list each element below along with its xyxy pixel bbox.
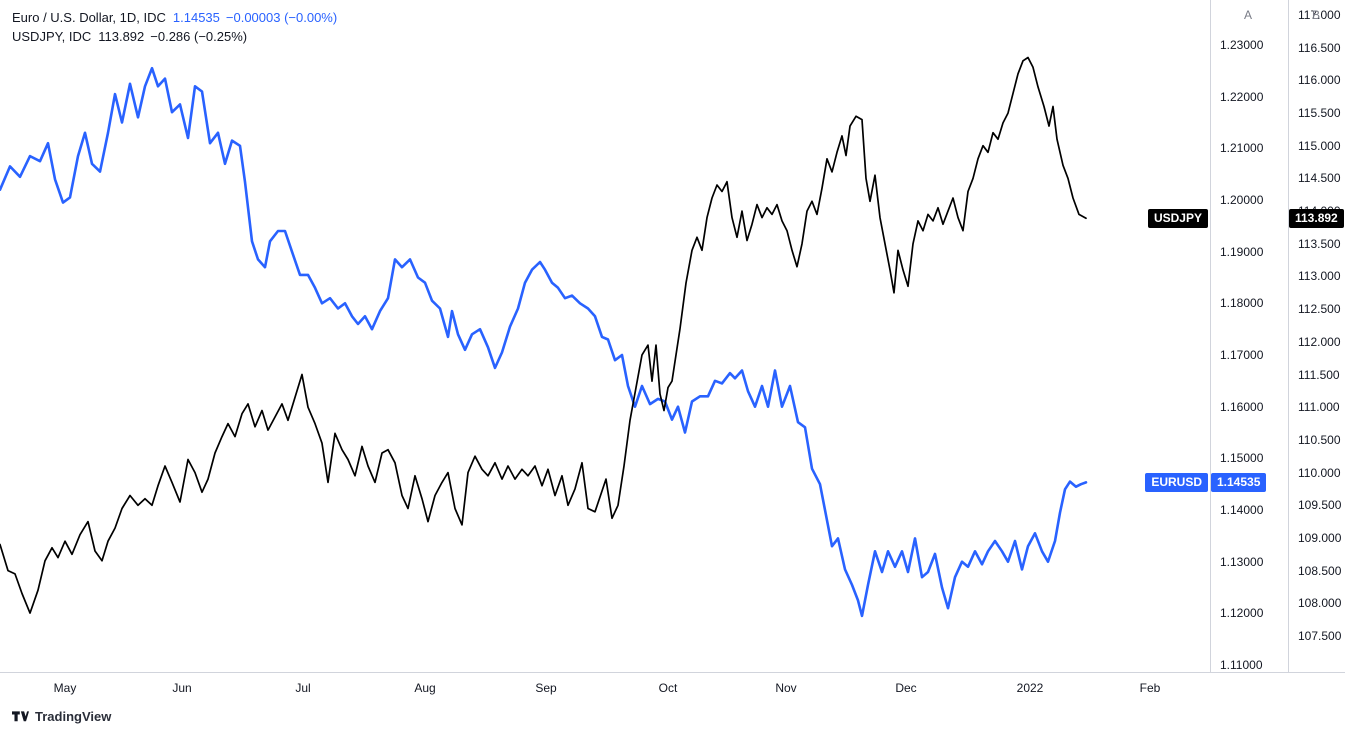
price-tick-label: 108.500 [1298, 563, 1342, 578]
price-tick-label: 108.000 [1298, 596, 1342, 611]
price-tick-label: 116.500 [1298, 40, 1341, 55]
legend-row-usdjpy[interactable]: USDJPY, IDC 113.892 −0.286 (−0.25%) [12, 27, 337, 46]
chart-legend: Euro / U.S. Dollar, 1D, IDC 1.14535 −0.0… [12, 8, 337, 46]
price-tick-label: 117.000 [1298, 8, 1341, 22]
price-tick-label: 113.000 [1298, 269, 1341, 284]
tradingview-logo-link[interactable]: TradingView [12, 709, 111, 724]
time-tick-label: Sep [535, 681, 557, 695]
price-tick-label: 111.500 [1298, 367, 1340, 382]
price-tick-label: 115.500 [1298, 106, 1341, 121]
price-tick-label: 110.000 [1298, 465, 1341, 480]
chart-pane[interactable] [0, 0, 1210, 672]
price-tick-label: 1.11000 [1220, 658, 1263, 672]
time-tick-label: Feb [1139, 681, 1161, 695]
legend-symbol-eurusd: Euro / U.S. Dollar, 1D, IDC [12, 10, 166, 25]
price-line-chart [0, 56, 1088, 618]
price-tick-label: 1.15000 [1220, 451, 1264, 466]
usdjpy-last-price-badge: 113.892 [1289, 208, 1344, 228]
price-tick-label: 1.20000 [1220, 193, 1264, 207]
price-tick-label: 1.19000 [1220, 244, 1264, 259]
price-tick-label: 114.500 [1298, 171, 1341, 186]
price-tick-label: 109.000 [1298, 530, 1342, 545]
price-tick-label: 115.000 [1298, 138, 1341, 153]
legend-value-usdjpy: 113.892 [98, 29, 145, 44]
legend-value-eurusd: 1.14535 [172, 10, 220, 25]
price-scale-usdjpy[interactable]: 117.000 116.500 116.000 115.500 115.000 114.5… [1288, 0, 1345, 672]
time-tick-label: Dec [895, 681, 917, 695]
price-tick-label: 1.14000 [1220, 503, 1264, 517]
eurusd-series-tag: EURUSD [1145, 472, 1208, 492]
usdjpy-series-tag: USDJPY [1147, 208, 1208, 228]
price-tick-label: 109.500 [1298, 498, 1342, 513]
price-tick-label: 1.12000 [1220, 606, 1264, 621]
price-tick-label: 113.500 [1298, 236, 1341, 251]
tradingview-logo-text: TradingView [35, 709, 112, 724]
price-tick-label: 1.13000 [1220, 554, 1264, 569]
legend-change-usdjpy: −0.286 (−0.25%) [150, 29, 248, 44]
legend-row-eurusd[interactable]: Euro / U.S. Dollar, 1D, IDC 1.14535 −0.0… [12, 8, 337, 27]
price-tick-label: 1.23000 [1220, 38, 1264, 52]
eurusd-line-series [0, 66, 1088, 618]
time-tick-label: Jul [295, 681, 311, 695]
time-scale[interactable]: May Jun Jul Aug Sep Oct Nov Dec 2022 Feb [0, 672, 1345, 702]
time-tick-label: 2022 [1016, 681, 1044, 695]
eurusd-last-price-badge: 1.14535 [1211, 472, 1267, 492]
price-tick-label: 1.16000 [1220, 399, 1264, 414]
price-tick-label: 107.500 [1298, 629, 1342, 643]
usdjpy-line-series [0, 56, 1087, 614]
scale-mode-b-button[interactable]: B [1312, 8, 1321, 22]
time-tick-label: Nov [775, 681, 797, 695]
time-tick-label: Jun [172, 681, 192, 695]
tradingview-logo-icon [12, 710, 29, 724]
price-tick-label: 1.22000 [1220, 89, 1264, 104]
price-tick-label: 112.500 [1298, 302, 1341, 317]
time-tick-label: May [53, 681, 77, 695]
price-scale-eurusd[interactable]: 1.23000 1.22000 1.21000 1.20000 1.19000 1.180… [1210, 0, 1288, 672]
price-tick-label: 111.000 [1298, 400, 1340, 415]
legend-symbol-usdjpy: USDJPY, IDC [12, 29, 92, 44]
price-tick-label: 116.000 [1298, 73, 1341, 88]
scale-mode-a-button[interactable]: A [1244, 8, 1253, 22]
price-tick-label: 112.000 [1298, 334, 1341, 349]
price-tick-label: 1.18000 [1220, 296, 1264, 311]
legend-change-eurusd: −0.00003 (−0.00%) [225, 10, 338, 25]
time-tick-label: Aug [414, 681, 436, 695]
price-tick-label: 1.21000 [1220, 141, 1264, 156]
price-tick-label: 110.500 [1298, 432, 1341, 447]
time-tick-label: Oct [658, 681, 678, 695]
price-tick-label: 1.17000 [1220, 348, 1264, 362]
